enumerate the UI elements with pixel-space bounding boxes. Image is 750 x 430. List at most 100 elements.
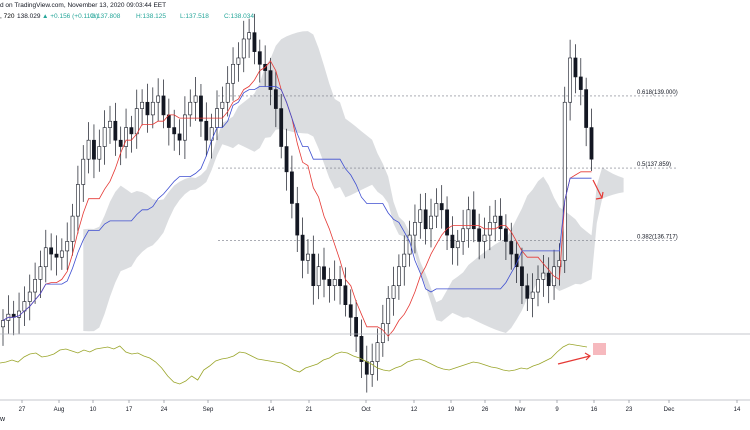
fib-label: 0.382(136.717) — [637, 234, 678, 240]
candle — [434, 188, 439, 228]
candle — [493, 199, 498, 242]
candle-body — [578, 76, 583, 90]
candle-body — [279, 108, 284, 147]
candle — [461, 209, 466, 255]
candle — [65, 222, 70, 270]
candle — [503, 214, 508, 261]
candle-body — [589, 127, 594, 160]
candle-body — [316, 266, 321, 287]
candle-body — [503, 228, 508, 242]
date-tick-label: 19 — [448, 407, 455, 413]
kijun-line — [2, 86, 592, 321]
candle-body — [199, 95, 203, 122]
candle-body — [423, 209, 428, 230]
date-tick-label: Nov — [515, 407, 526, 413]
candle — [568, 39, 573, 121]
candle — [183, 96, 187, 160]
candle — [241, 20, 246, 73]
candle — [11, 300, 16, 336]
candle — [311, 235, 316, 305]
candle-body — [284, 146, 289, 173]
candle — [220, 86, 225, 128]
candle-body — [124, 127, 128, 147]
date-tick-label: Sep — [203, 407, 214, 413]
candle-body — [530, 291, 535, 299]
candle-body — [225, 82, 230, 103]
candle — [38, 250, 43, 298]
candle — [482, 217, 487, 259]
candle-body — [43, 247, 48, 268]
candle-body — [65, 241, 70, 252]
candle — [520, 247, 524, 304]
date-tick-label: 21 — [306, 407, 313, 413]
candle-body — [166, 114, 171, 128]
candle — [225, 66, 230, 117]
candle-body — [477, 228, 482, 242]
candle — [108, 105, 112, 144]
oscillator-arrow — [557, 355, 591, 365]
candle — [1, 309, 5, 346]
candle-body — [348, 304, 353, 318]
candle — [172, 109, 177, 151]
open-value: O:137.808 — [90, 13, 121, 20]
candle — [161, 79, 166, 129]
candle — [359, 319, 364, 378]
candle-body — [252, 32, 257, 52]
candle-body — [413, 222, 417, 236]
candle-body — [584, 89, 589, 128]
candle-body — [236, 57, 241, 65]
candle — [471, 191, 476, 243]
candle — [118, 126, 123, 166]
candle — [257, 39, 262, 83]
candle — [338, 265, 342, 305]
candle-body — [273, 89, 278, 109]
candle — [177, 119, 182, 156]
candle — [423, 193, 428, 245]
candle-body — [391, 285, 396, 299]
candle-body — [81, 158, 86, 185]
candle — [584, 77, 589, 147]
candle — [284, 128, 289, 191]
candle — [578, 58, 583, 106]
candle — [418, 193, 423, 239]
candle — [81, 145, 86, 202]
candle — [541, 254, 546, 297]
candle-body — [332, 279, 337, 287]
candle — [247, 18, 252, 58]
candle — [364, 345, 369, 393]
candle-body — [231, 63, 235, 84]
last-price: 138.029 — [17, 13, 41, 20]
candle-body — [156, 95, 161, 103]
date-tick-label: Oct — [361, 407, 371, 413]
candle — [129, 115, 134, 153]
candle-body — [386, 298, 391, 324]
candle-body — [241, 38, 246, 59]
candle — [43, 229, 48, 283]
candle — [188, 89, 193, 127]
candle-body — [188, 101, 193, 116]
candle — [530, 273, 535, 318]
candle — [498, 198, 503, 241]
candle-body — [370, 361, 375, 375]
date-tick-label: 12 — [411, 407, 418, 413]
date-tick-label: 26 — [482, 407, 489, 413]
candle — [27, 274, 32, 321]
candle-body — [183, 114, 187, 141]
candle-body — [33, 279, 38, 293]
fib-label: 0.5(137.859) — [637, 162, 671, 168]
candle-body — [295, 203, 300, 236]
candle — [150, 87, 155, 129]
candle-body — [97, 146, 102, 160]
candle — [477, 213, 482, 260]
candle — [450, 216, 455, 265]
candle-body — [546, 272, 551, 287]
candle — [86, 122, 91, 174]
candle-body — [455, 241, 460, 249]
candle-body — [86, 139, 91, 160]
candle-body — [177, 133, 182, 141]
candle-body — [49, 247, 54, 255]
oscillator-line — [0, 343, 588, 385]
candle — [439, 185, 444, 229]
candle-body — [482, 234, 487, 242]
